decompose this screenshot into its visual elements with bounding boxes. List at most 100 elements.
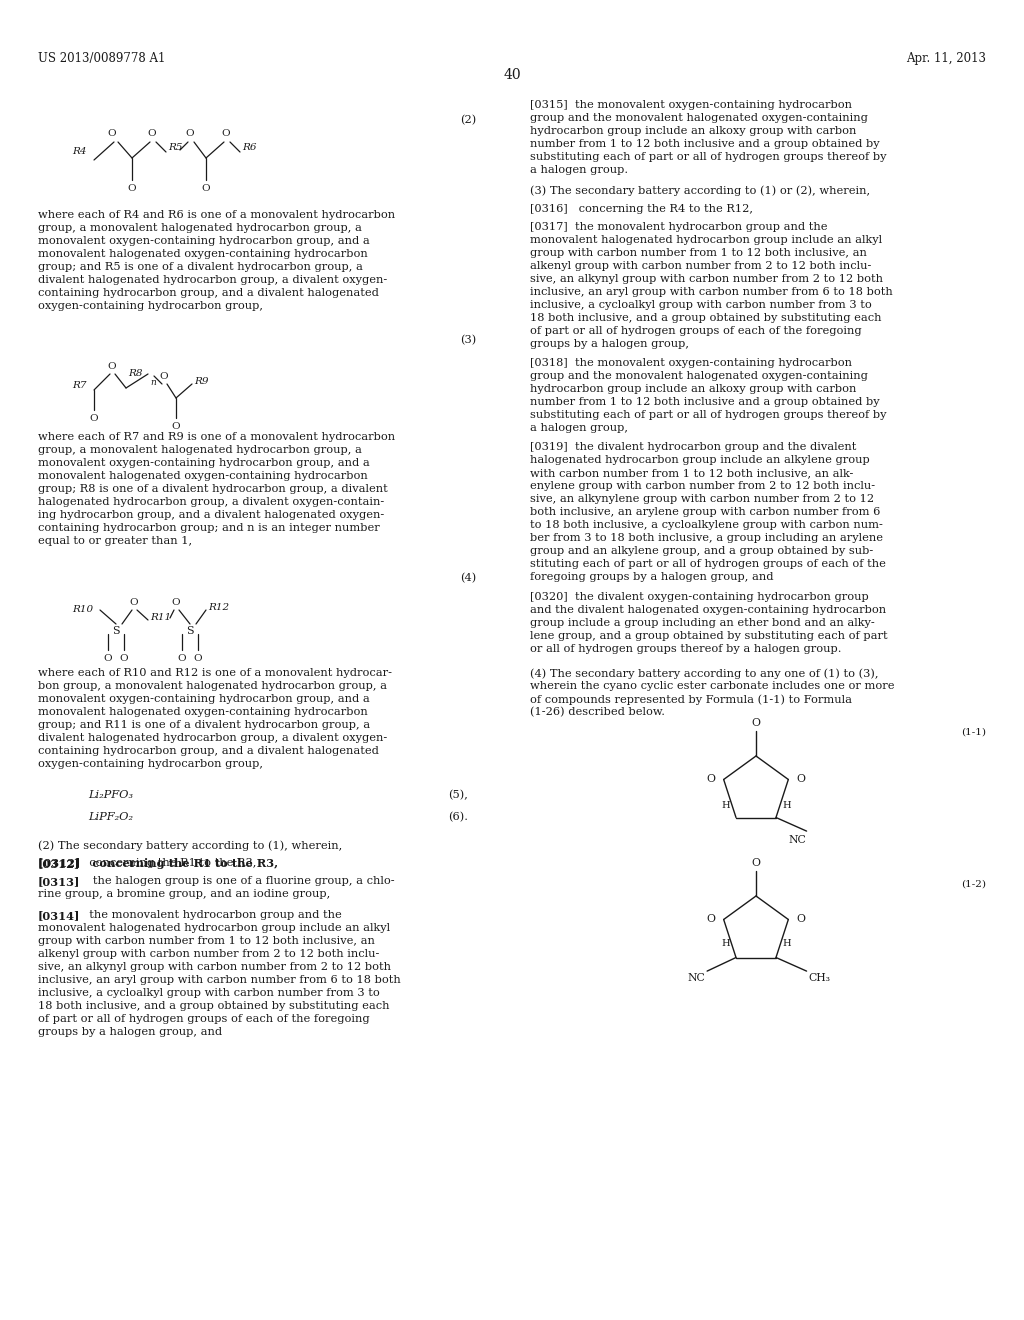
Text: foregoing groups by a halogen group, and: foregoing groups by a halogen group, and [530, 572, 773, 582]
Text: CH₃: CH₃ [809, 973, 830, 983]
Text: O: O [707, 915, 716, 924]
Text: [0314]: [0314] [38, 909, 80, 921]
Text: a halogen group,: a halogen group, [530, 422, 628, 433]
Text: group with carbon number from 1 to 12 both inclusive, an: group with carbon number from 1 to 12 bo… [38, 936, 375, 946]
Text: O: O [90, 414, 98, 422]
Text: O: O [185, 129, 195, 139]
Text: R4: R4 [72, 148, 86, 157]
Text: (1-26) described below.: (1-26) described below. [530, 708, 665, 717]
Text: group with carbon number from 1 to 12 both inclusive, an: group with carbon number from 1 to 12 bo… [530, 248, 867, 257]
Text: monovalent halogenated oxygen-containing hydrocarbon: monovalent halogenated oxygen-containing… [38, 471, 368, 480]
Text: group; and R5 is one of a divalent hydrocarbon group, a: group; and R5 is one of a divalent hydro… [38, 261, 362, 272]
Text: and the divalent halogenated oxygen-containing hydrocarbon: and the divalent halogenated oxygen-cont… [530, 605, 886, 615]
Text: (3): (3) [460, 335, 476, 346]
Text: of part or all of hydrogen groups of each of the foregoing: of part or all of hydrogen groups of eac… [530, 326, 861, 337]
Text: [0319]  the divalent hydrocarbon group and the divalent: [0319] the divalent hydrocarbon group an… [530, 442, 856, 451]
Text: US 2013/0089778 A1: US 2013/0089778 A1 [38, 51, 165, 65]
Text: [0316]   concerning the R4 to the R12,: [0316] concerning the R4 to the R12, [530, 205, 753, 214]
Text: H: H [721, 800, 730, 809]
Text: enylene group with carbon number from 2 to 12 both inclu-: enylene group with carbon number from 2 … [530, 480, 876, 491]
Text: O: O [752, 858, 761, 869]
Text: the halogen group is one of a fluorine group, a chlo-: the halogen group is one of a fluorine g… [82, 876, 394, 886]
Text: inclusive, an aryl group with carbon number from 6 to 18 both: inclusive, an aryl group with carbon num… [38, 975, 400, 985]
Text: group and an alkylene group, and a group obtained by sub-: group and an alkylene group, and a group… [530, 546, 873, 556]
Text: where each of R7 and R9 is one of a monovalent hydrocarbon: where each of R7 and R9 is one of a mono… [38, 432, 395, 442]
Text: NC: NC [788, 836, 806, 845]
Text: wherein the cyano cyclic ester carbonate includes one or more: wherein the cyano cyclic ester carbonate… [530, 681, 895, 690]
Text: or all of hydrogen groups thereof by a halogen group.: or all of hydrogen groups thereof by a h… [530, 644, 842, 653]
Text: O: O [128, 183, 136, 193]
Text: ber from 3 to 18 both inclusive, a group including an arylene: ber from 3 to 18 both inclusive, a group… [530, 533, 883, 543]
Text: monovalent oxygen-containing hydrocarbon group, and a: monovalent oxygen-containing hydrocarbon… [38, 458, 370, 469]
Text: O: O [797, 775, 805, 784]
Text: (2) The secondary battery according to (1), wherein,: (2) The secondary battery according to (… [38, 840, 342, 850]
Text: O: O [172, 422, 180, 432]
Text: R8: R8 [128, 370, 142, 378]
Text: inclusive, a cycloalkyl group with carbon number from 3 to: inclusive, a cycloalkyl group with carbo… [38, 987, 380, 998]
Text: O: O [707, 775, 716, 784]
Text: lene group, and a group obtained by substituting each of part: lene group, and a group obtained by subs… [530, 631, 888, 642]
Text: alkenyl group with carbon number from 2 to 12 both inclu-: alkenyl group with carbon number from 2 … [530, 261, 871, 271]
Text: [0317]  the monovalent hydrocarbon group and the: [0317] the monovalent hydrocarbon group … [530, 222, 827, 232]
Text: O: O [160, 372, 168, 381]
Text: substituting each of part or all of hydrogen groups thereof by: substituting each of part or all of hydr… [530, 152, 887, 162]
Text: containing hydrocarbon group; and n is an integer number: containing hydrocarbon group; and n is a… [38, 523, 380, 533]
Text: both inclusive, an arylene group with carbon number from 6: both inclusive, an arylene group with ca… [530, 507, 881, 517]
Text: monovalent halogenated hydrocarbon group include an alkyl: monovalent halogenated hydrocarbon group… [530, 235, 882, 246]
Text: S: S [113, 626, 120, 636]
Text: LiPF₂O₂: LiPF₂O₂ [88, 812, 133, 822]
Text: Apr. 11, 2013: Apr. 11, 2013 [906, 51, 986, 65]
Text: number from 1 to 12 both inclusive and a group obtained by: number from 1 to 12 both inclusive and a… [530, 139, 880, 149]
Text: NC: NC [687, 973, 706, 983]
Text: inclusive, an aryl group with carbon number from 6 to 18 both: inclusive, an aryl group with carbon num… [530, 286, 893, 297]
Text: (6).: (6). [449, 812, 468, 822]
Text: 18 both inclusive, and a group obtained by substituting each: 18 both inclusive, and a group obtained … [38, 1001, 389, 1011]
Text: O: O [797, 915, 805, 924]
Text: hydrocarbon group include an alkoxy group with carbon: hydrocarbon group include an alkoxy grou… [530, 384, 856, 393]
Text: group; R8 is one of a divalent hydrocarbon group, a divalent: group; R8 is one of a divalent hydrocarb… [38, 484, 388, 494]
Text: 18 both inclusive, and a group obtained by substituting each: 18 both inclusive, and a group obtained … [530, 313, 882, 323]
Text: H: H [782, 939, 791, 948]
Text: containing hydrocarbon group, and a divalent halogenated: containing hydrocarbon group, and a diva… [38, 746, 379, 756]
Text: O: O [178, 653, 186, 663]
Text: substituting each of part or all of hydrogen groups thereof by: substituting each of part or all of hydr… [530, 411, 887, 420]
Text: divalent halogenated hydrocarbon group, a divalent oxygen-: divalent halogenated hydrocarbon group, … [38, 733, 387, 743]
Text: monovalent oxygen-containing hydrocarbon group, and a: monovalent oxygen-containing hydrocarbon… [38, 236, 370, 246]
Text: oxygen-containing hydrocarbon group,: oxygen-containing hydrocarbon group, [38, 301, 263, 312]
Text: O: O [130, 598, 138, 607]
Text: stituting each of part or all of hydrogen groups of each of the: stituting each of part or all of hydroge… [530, 558, 886, 569]
Text: monovalent halogenated oxygen-containing hydrocarbon: monovalent halogenated oxygen-containing… [38, 249, 368, 259]
Text: R10: R10 [72, 606, 93, 615]
Text: [0312]   concerning the R1 to the R3,: [0312] concerning the R1 to the R3, [38, 858, 279, 869]
Text: [0320]  the divalent oxygen-containing hydrocarbon group: [0320] the divalent oxygen-containing hy… [530, 591, 868, 602]
Text: ing hydrocarbon group, and a divalent halogenated oxygen-: ing hydrocarbon group, and a divalent ha… [38, 510, 384, 520]
Text: R7: R7 [72, 380, 86, 389]
Text: groups by a halogen group,: groups by a halogen group, [530, 339, 689, 348]
Text: (4) The secondary battery according to any one of (1) to (3),: (4) The secondary battery according to a… [530, 668, 879, 678]
Text: halogenated hydrocarbon group include an alkylene group: halogenated hydrocarbon group include an… [530, 455, 869, 465]
Text: (2): (2) [460, 115, 476, 125]
Text: group; and R11 is one of a divalent hydrocarbon group, a: group; and R11 is one of a divalent hydr… [38, 719, 370, 730]
Text: H: H [721, 939, 730, 948]
Text: monovalent halogenated hydrocarbon group include an alkyl: monovalent halogenated hydrocarbon group… [38, 923, 390, 933]
Text: R9: R9 [194, 378, 209, 387]
Text: oxygen-containing hydrocarbon group,: oxygen-containing hydrocarbon group, [38, 759, 263, 770]
Text: a halogen group.: a halogen group. [530, 165, 628, 176]
Text: R12: R12 [208, 603, 229, 612]
Text: of part or all of hydrogen groups of each of the foregoing: of part or all of hydrogen groups of eac… [38, 1014, 370, 1024]
Text: n: n [150, 378, 156, 387]
Text: Li₂PFO₃: Li₂PFO₃ [88, 789, 133, 800]
Text: R6: R6 [242, 144, 256, 153]
Text: sive, an alkynyl group with carbon number from 2 to 12 both: sive, an alkynyl group with carbon numbe… [530, 275, 883, 284]
Text: (5),: (5), [449, 789, 468, 800]
Text: S: S [186, 626, 194, 636]
Text: halogenated hydrocarbon group, a divalent oxygen-contain-: halogenated hydrocarbon group, a divalen… [38, 498, 384, 507]
Text: O: O [120, 653, 128, 663]
Text: containing hydrocarbon group, and a divalent halogenated: containing hydrocarbon group, and a diva… [38, 288, 379, 298]
Text: R11: R11 [150, 612, 171, 622]
Text: number from 1 to 12 both inclusive and a group obtained by: number from 1 to 12 both inclusive and a… [530, 397, 880, 407]
Text: [0313]: [0313] [38, 876, 80, 887]
Text: with carbon number from 1 to 12 both inclusive, an alk-: with carbon number from 1 to 12 both inc… [530, 469, 853, 478]
Text: [0318]  the monovalent oxygen-containing hydrocarbon: [0318] the monovalent oxygen-containing … [530, 358, 852, 368]
Text: of compounds represented by Formula (1-1) to Formula: of compounds represented by Formula (1-1… [530, 694, 852, 705]
